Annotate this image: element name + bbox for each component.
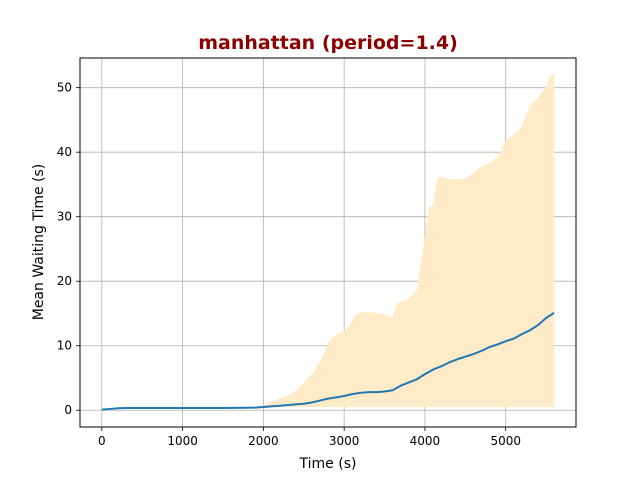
plot-frame [79, 57, 577, 428]
line-layer [101, 311, 555, 411]
y-tick-label: 20 [57, 274, 72, 288]
y-tick-label: 40 [57, 145, 72, 159]
series-line [101, 311, 555, 411]
x-tick-label: 0 [98, 434, 106, 448]
y-tick-label: 50 [57, 81, 72, 95]
plot-area [79, 57, 577, 428]
x-tick-label: 3000 [329, 434, 360, 448]
chart-title: manhattan (period=1.4) [198, 32, 458, 54]
x-axis-ticks: 0 1000 2000 3000 4000 5000 [98, 427, 521, 448]
y-tick-label: 0 [64, 403, 72, 417]
range-band [101, 73, 555, 410]
y-tick-label: 10 [57, 339, 72, 353]
x-tick-label: 5000 [490, 434, 521, 448]
y-axis-ticks: 0 10 20 30 40 50 [57, 81, 80, 417]
x-tick-label: 1000 [167, 434, 198, 448]
y-tick-label: 30 [57, 210, 72, 224]
y-axis-label: Mean Waiting Time (s) [31, 164, 47, 321]
x-axis-label: Time (s) [299, 456, 357, 472]
x-tick-label: 2000 [248, 434, 279, 448]
band-layer [101, 73, 555, 410]
x-tick-label: 4000 [410, 434, 441, 448]
